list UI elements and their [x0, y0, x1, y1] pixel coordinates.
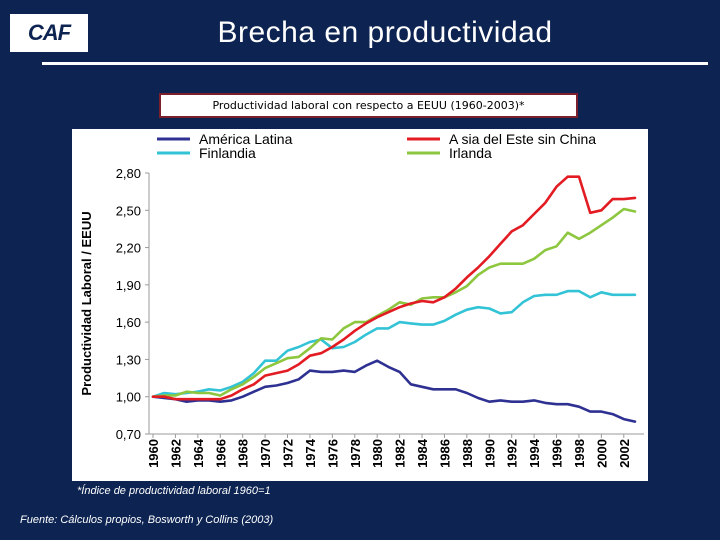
- x-tick-label: 1994: [527, 438, 542, 468]
- line-chart: América Latina A sia del Este sin China Fi…: [79, 131, 644, 468]
- chart-series: [151, 175, 637, 423]
- series-line-irlanda: [151, 207, 637, 399]
- y-tick-label: 1,60: [116, 315, 141, 330]
- caf-logo: CAF: [10, 14, 88, 52]
- chart-axes: 0,70 1,00 1,30 1,60 1,90 2,20 2,50 2,80 1960 1962…: [79, 166, 644, 468]
- legend-label: América Latina: [199, 131, 293, 147]
- y-tick-label: 1,30: [116, 352, 141, 367]
- x-tick-label: 1988: [460, 439, 475, 468]
- legend-label: Irlanda: [449, 145, 492, 161]
- y-tick-label: 2,80: [116, 166, 141, 181]
- series-line-finlandia: [151, 289, 637, 399]
- x-tick-label: 1974: [303, 438, 318, 468]
- source-note: Fuente: Cálculos propios, Bosworth y Col…: [20, 514, 274, 526]
- x-tick-label: 1976: [325, 439, 340, 468]
- x-tick-label: 1982: [393, 439, 408, 468]
- series-line-asia_este: [151, 175, 637, 401]
- x-tick-label: 1960: [146, 439, 161, 468]
- chart-title: Productividad laboral con respecto a EEU…: [159, 93, 578, 118]
- x-tick-label: 1978: [348, 439, 363, 468]
- x-tick-label: 1970: [258, 439, 273, 468]
- legend-label: A sia del Este sin China: [449, 131, 596, 147]
- title-divider: [42, 62, 708, 65]
- y-tick-label: 1,00: [116, 390, 141, 405]
- x-tick-label: 2000: [594, 439, 609, 468]
- legend-label: Finlandia: [199, 145, 256, 161]
- series-line-america_latina: [151, 359, 637, 423]
- x-tick-label: 1962: [168, 439, 183, 468]
- x-tick-label: 1980: [370, 439, 385, 468]
- y-tick-label: 0,70: [116, 427, 141, 442]
- x-tick-label: 1964: [191, 438, 206, 468]
- chart-legend: América Latina A sia del Este sin China Fi…: [157, 131, 596, 161]
- caf-logo-text: CAF: [27, 20, 71, 45]
- x-tick-label: 1984: [415, 438, 430, 468]
- x-tick-label: 1968: [236, 439, 251, 468]
- y-axis-title: Productividad Laboral / EEUU: [79, 211, 94, 395]
- page-title: Brecha en productividad: [217, 16, 553, 49]
- chart-panel: América Latina A sia del Este sin China Fi…: [72, 129, 648, 481]
- x-tick-label: 1972: [281, 439, 296, 468]
- y-tick-label: 2,20: [116, 241, 141, 256]
- x-tick-label: 1986: [437, 439, 452, 468]
- y-tick-label: 1,90: [116, 278, 141, 293]
- x-tick-label: 2002: [617, 439, 632, 468]
- footnote: *Índice de productividad laboral 1960=1: [77, 485, 271, 497]
- x-tick-label: 1990: [482, 439, 497, 468]
- x-tick-label: 1996: [550, 439, 565, 468]
- x-tick-label: 1966: [213, 439, 228, 468]
- x-tick-label: 1998: [572, 439, 587, 468]
- y-tick-label: 2,50: [116, 203, 141, 218]
- x-tick-label: 1992: [505, 439, 520, 468]
